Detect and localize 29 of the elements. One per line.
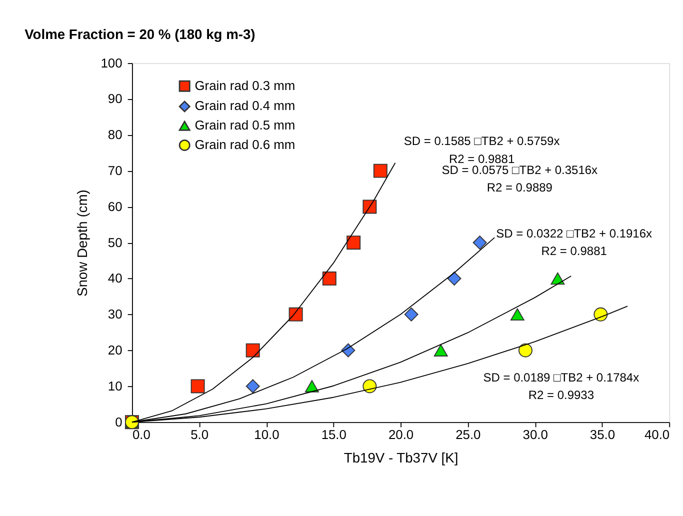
annotation: SD = 0.0322 □TB2 + 0.1916x R2 = 0.9881 [496,226,652,258]
x-tick-label: 30.0 [522,427,548,442]
y-tick-label: 30 [108,306,122,322]
y-tick-label: 10 [108,378,122,394]
y-tick-label: 100 [100,55,122,70]
y-tick-label: 70 [108,162,122,178]
x-tick-label: 20.0 [388,427,414,442]
annotation: SD = 0.0189 □TB2 + 0.1784x R2 = 0.9933 [483,370,640,402]
y-tick-label: 20 [108,342,122,358]
x-tick-label: 40.0 [644,427,670,442]
x-tick-label: 10.0 [254,427,280,442]
y-tick-label: 80 [108,127,122,142]
legend-label: Grain rad 0.4 mm [194,98,296,114]
x-tick-label: 0.0 [132,427,150,442]
x-axis-title: Tb19V - Tb37V [K] [344,449,458,466]
y-tick-label: 60 [108,198,122,214]
y-tick-label: 90 [108,91,122,106]
legend-label: Grain rad 0.3 mm [194,78,296,93]
chart-title: Volme Fraction = 20 % (180 kg m-3) [24,26,256,42]
x-tick-label: 5.0 [190,427,209,442]
y-tick-label: 50 [108,234,122,250]
y-axis-title: Snow Depth (cm) [74,190,90,296]
x-tick-label: 15.0 [321,427,346,442]
legend-label: Grain rad 0.5 mm [194,118,296,133]
legend-label: Grain rad 0.6 mm [194,136,296,152]
x-tick-label: 35.0 [590,427,616,442]
x-tick-label: 25.0 [456,427,481,442]
y-tick-label: 40 [108,270,122,286]
y-tick-label: 0 [115,414,122,430]
